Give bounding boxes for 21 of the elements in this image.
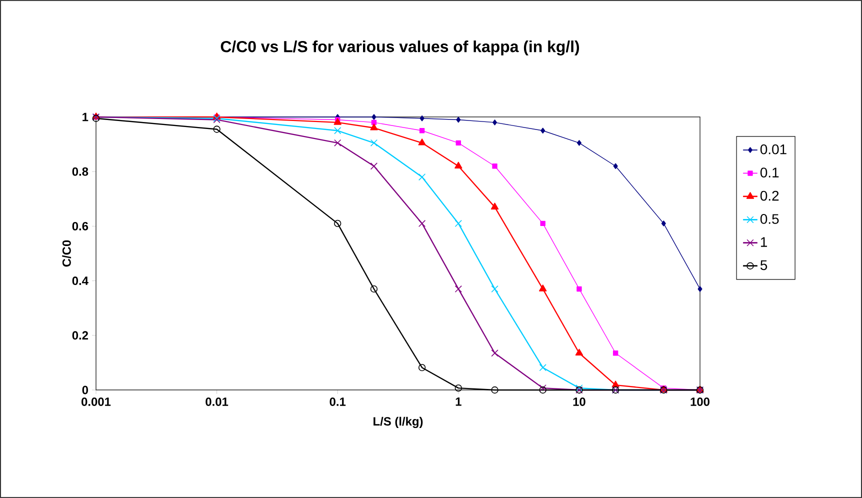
y-axis-title: C/C0	[62, 240, 72, 267]
legend-label: 0.2	[760, 190, 779, 201]
x-axis-title: L/S (l/kg)	[374, 416, 423, 428]
x-tick-label: 0.01	[206, 398, 228, 406]
y-tick-label: 0.6	[72, 222, 88, 230]
x-tick-label: 0.1	[330, 398, 346, 406]
legend-label: 0.5	[760, 214, 779, 224]
legend-label: 5	[760, 260, 768, 270]
y-tick-label: 0.8	[72, 167, 88, 176]
x-tick-label: 10	[573, 398, 586, 406]
x-tick-label: 0.001	[82, 398, 111, 406]
y-tick-label: 0.4	[72, 276, 88, 286]
legend-label: 0.1	[760, 168, 779, 178]
chart-title: C/C0 vs L/S for various values of kappa (in kg/l)	[220, 40, 580, 56]
y-tick-label: 1	[82, 112, 88, 122]
legend-label: 1	[760, 237, 767, 247]
x-tick-label: 100	[690, 398, 710, 406]
y-tick-label: 0.2	[72, 331, 88, 340]
x-tick-label: 1	[456, 398, 462, 406]
legend-label: 0.01	[760, 144, 786, 154]
y-tick-label: 0	[82, 386, 88, 394]
